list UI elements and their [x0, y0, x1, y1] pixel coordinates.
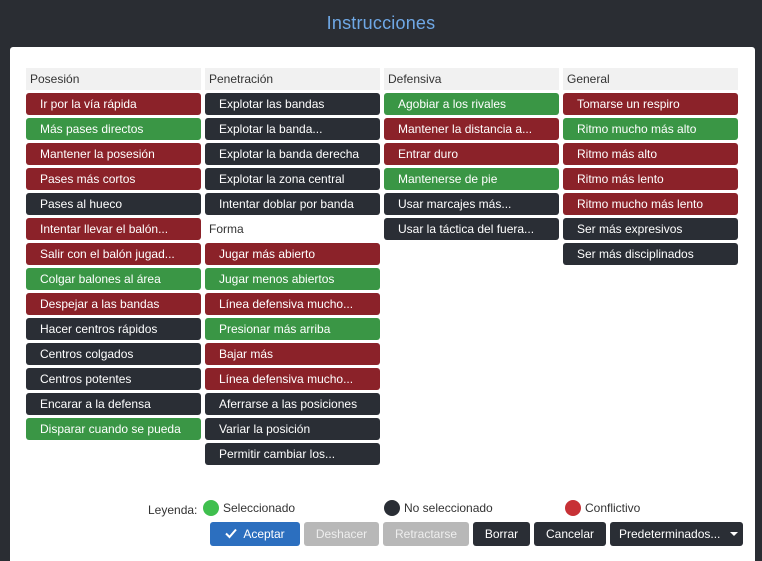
- legend-conflict: Conflictivo: [565, 500, 640, 516]
- instruction-button[interactable]: Colgar balones al área: [26, 268, 201, 290]
- legend-selected-label: Seleccionado: [223, 501, 296, 515]
- column-general: General Tomarse un respiro Ritmo mucho má…: [563, 68, 738, 268]
- undo-button[interactable]: Deshacer: [304, 522, 379, 546]
- instruction-button[interactable]: Intentar doblar por banda: [205, 193, 380, 215]
- instruction-button[interactable]: Intentar llevar el balón...: [26, 218, 201, 240]
- instruction-button[interactable]: Usar la táctica del fuera...: [384, 218, 559, 240]
- action-bar: Aceptar Deshacer Retractarse Borrar Canc…: [10, 522, 755, 546]
- instruction-button[interactable]: Entrar duro: [384, 143, 559, 165]
- instruction-list-forma: Jugar más abierto Jugar menos abiertos Lín…: [205, 243, 380, 465]
- instruction-button[interactable]: Despejar a las bandas: [26, 293, 201, 315]
- check-icon: [225, 528, 238, 539]
- instruction-button[interactable]: Ser más expresivos: [563, 218, 738, 240]
- selected-dot-icon: [203, 500, 219, 516]
- legend-selected: Seleccionado: [203, 500, 295, 516]
- window-title: Instrucciones: [326, 12, 436, 33]
- window-titlebar: Instrucciones: [0, 0, 762, 46]
- instruction-button[interactable]: Pases al hueco: [26, 193, 201, 215]
- instruction-button[interactable]: Ritmo mucho más lento: [563, 193, 738, 215]
- instruction-button[interactable]: Jugar menos abiertos: [205, 268, 380, 290]
- instruction-list-penetracion: Explotar las bandas Explotar la banda... E…: [205, 93, 380, 215]
- legend-not-selected: No seleccionado: [384, 500, 493, 516]
- instruction-list-posesion: Ir por la vía rápida Más pases directos Ma…: [26, 93, 201, 440]
- column-posesion: Posesión Ir por la vía rápida Más pases d…: [26, 68, 201, 443]
- instruction-button[interactable]: Bajar más: [205, 343, 380, 365]
- column-header-posesion: Posesión: [26, 68, 201, 90]
- instruction-button[interactable]: Permitir cambiar los...: [205, 443, 380, 465]
- instruction-button[interactable]: Mantener la distancia a...: [384, 118, 559, 140]
- instruction-button[interactable]: Salir con el balón jugad...: [26, 243, 201, 265]
- instruction-button[interactable]: Ir por la vía rápida: [26, 93, 201, 115]
- revert-button[interactable]: Retractarse: [383, 522, 469, 546]
- clear-button[interactable]: Borrar: [473, 522, 530, 546]
- instruction-button[interactable]: Explotar la banda...: [205, 118, 380, 140]
- instruction-button[interactable]: Disparar cuando se pueda: [26, 418, 201, 440]
- instruction-button[interactable]: Más pases directos: [26, 118, 201, 140]
- instruction-button[interactable]: Variar la posición: [205, 418, 380, 440]
- instruction-button[interactable]: Jugar más abierto: [205, 243, 380, 265]
- instruction-button[interactable]: Línea defensiva mucho...: [205, 368, 380, 390]
- column-header-general: General: [563, 68, 738, 90]
- column-header-defensiva: Defensiva: [384, 68, 559, 90]
- instruction-button[interactable]: Aferrarse a las posiciones: [205, 393, 380, 415]
- cancel-button[interactable]: Cancelar: [534, 522, 606, 546]
- instruction-button[interactable]: Explotar la banda derecha: [205, 143, 380, 165]
- conflict-dot-icon: [565, 500, 581, 516]
- instruction-button[interactable]: Mantener la posesión: [26, 143, 201, 165]
- legend-not-selected-label: No seleccionado: [404, 501, 493, 515]
- instruction-list-defensiva: Agobiar a los rivales Mantener la distanc…: [384, 93, 559, 240]
- column-header-forma: Forma: [205, 218, 380, 240]
- instruction-button[interactable]: Centros colgados: [26, 343, 201, 365]
- instruction-button[interactable]: Centros potentes: [26, 368, 201, 390]
- caret-down-icon: [730, 532, 738, 536]
- column-defensiva: Defensiva Agobiar a los rivales Mantener …: [384, 68, 559, 243]
- instructions-panel: Posesión Ir por la vía rápida Más pases d…: [10, 47, 755, 561]
- defaults-dropdown-label: Predeterminados...: [619, 527, 721, 541]
- accept-button[interactable]: Aceptar: [210, 522, 300, 546]
- instruction-button[interactable]: Ritmo mucho más alto: [563, 118, 738, 140]
- legend-label: Leyenda:: [148, 503, 198, 517]
- not-selected-dot-icon: [384, 500, 400, 516]
- instruction-button[interactable]: Agobiar a los rivales: [384, 93, 559, 115]
- instruction-list-general: Tomarse un respiro Ritmo mucho más alto Ri…: [563, 93, 738, 265]
- accept-button-label: Aceptar: [243, 527, 285, 541]
- instruction-button[interactable]: Tomarse un respiro: [563, 93, 738, 115]
- column-header-penetracion: Penetración: [205, 68, 380, 90]
- instruction-button[interactable]: Pases más cortos: [26, 168, 201, 190]
- instruction-button[interactable]: Usar marcajes más...: [384, 193, 559, 215]
- instruction-button[interactable]: Explotar las bandas: [205, 93, 380, 115]
- instruction-button[interactable]: Presionar más arriba: [205, 318, 380, 340]
- legend: Leyenda: Seleccionado No seleccionado Co…: [10, 500, 755, 520]
- instruction-button[interactable]: Hacer centros rápidos: [26, 318, 201, 340]
- instruction-button[interactable]: Encarar a la defensa: [26, 393, 201, 415]
- instruction-button[interactable]: Línea defensiva mucho...: [205, 293, 380, 315]
- instruction-button[interactable]: Explotar la zona central: [205, 168, 380, 190]
- defaults-dropdown[interactable]: Predeterminados...: [610, 522, 743, 546]
- instruction-button[interactable]: Ritmo más lento: [563, 168, 738, 190]
- instruction-button[interactable]: Mantenerse de pie: [384, 168, 559, 190]
- instruction-button[interactable]: Ser más disciplinados: [563, 243, 738, 265]
- column-penetracion: Penetración Explotar las bandas Explotar …: [205, 68, 380, 468]
- instruction-button[interactable]: Ritmo más alto: [563, 143, 738, 165]
- legend-conflict-label: Conflictivo: [585, 501, 641, 515]
